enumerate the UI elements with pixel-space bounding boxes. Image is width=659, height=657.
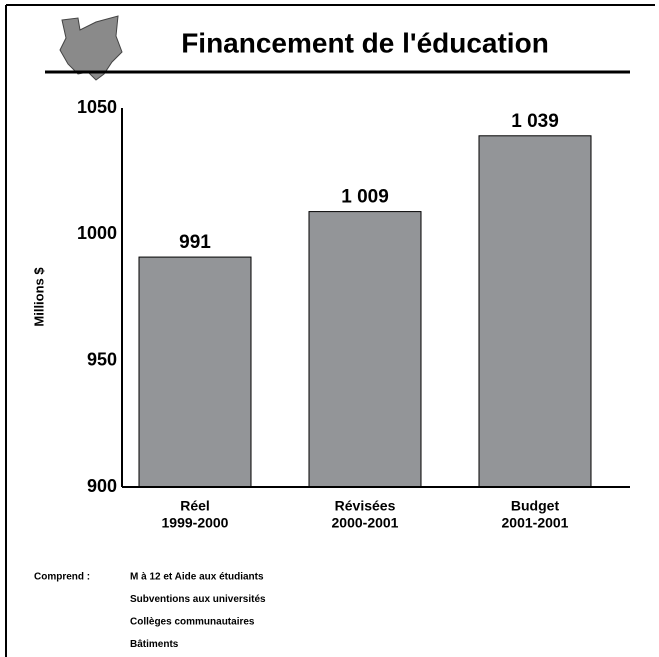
x-tick-label: Budget [511,498,560,514]
bar [478,135,592,488]
x-tick-label: 1999-2000 [162,515,229,531]
bar [308,211,422,488]
footnote-item: Subventions aux universités [130,594,266,605]
y-tick-label: 950 [87,349,117,369]
chart-title: Financement de l'éducation [181,27,549,58]
footnote-item: Collèges communautaires [130,617,255,628]
y-tick-label: 1000 [77,223,117,243]
y-tick-label: 1050 [77,97,117,117]
value-label: 991 [179,232,211,253]
footnote-item: M à 12 et Aide aux étudiants [130,572,264,583]
x-tick-label: Réel [180,498,210,514]
bar [138,256,252,488]
x-tick-label: 2001-2001 [502,515,569,531]
x-tick-label: 2000-2001 [332,515,399,531]
province-icon [59,15,123,81]
x-tick-label: Révisées [335,498,396,514]
y-axis-label: Millions $ [31,267,46,327]
y-tick-label: 900 [87,476,117,496]
footnote-label: Comprend : [34,572,90,583]
value-label: 1 039 [511,111,559,132]
footnote-item: Bâtiments [130,639,179,650]
value-label: 1 009 [341,187,389,208]
